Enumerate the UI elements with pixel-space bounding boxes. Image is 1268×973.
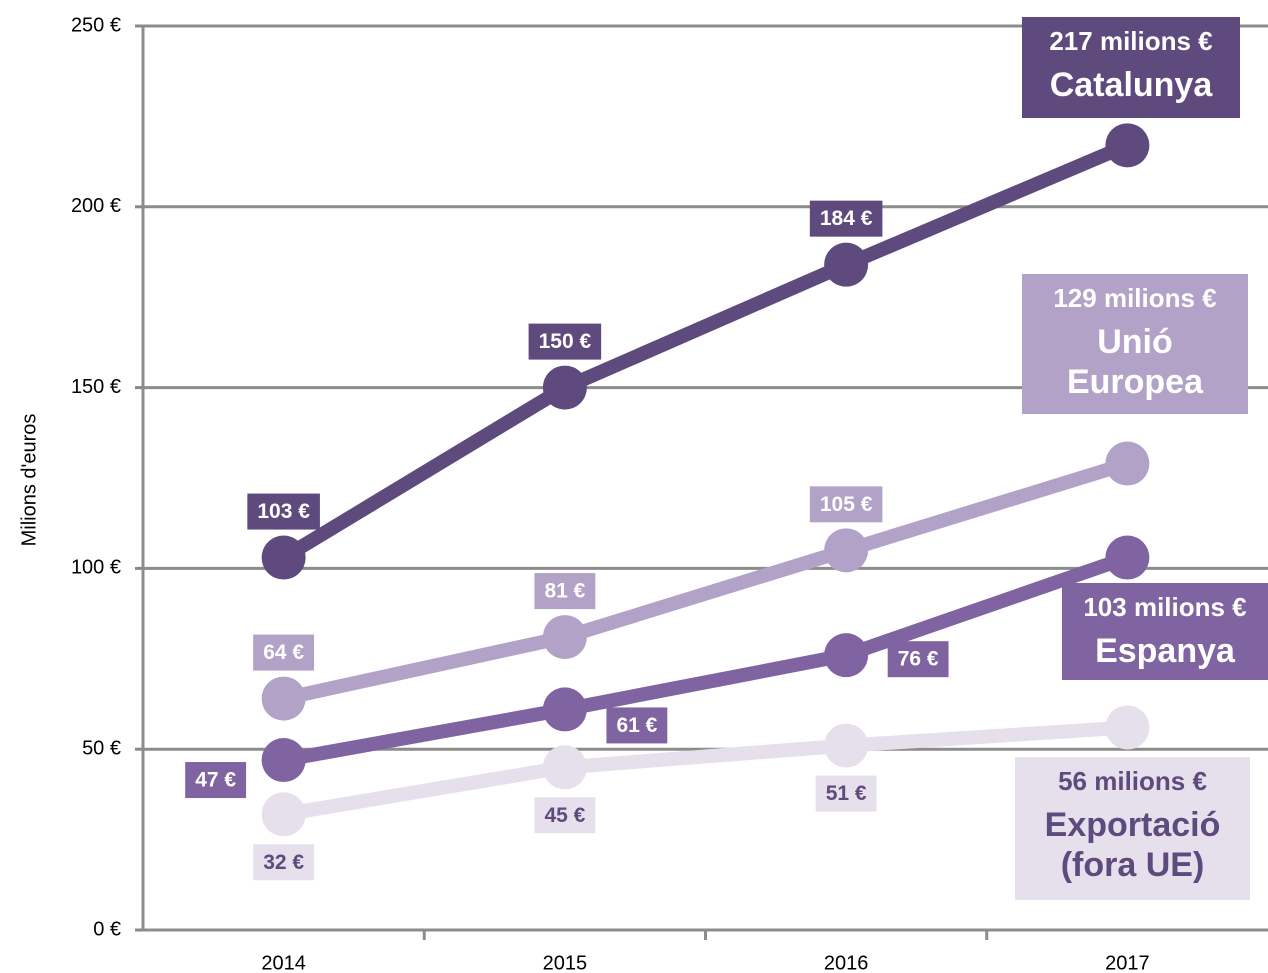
data-label: 103 € xyxy=(247,493,320,530)
data-label: 61 € xyxy=(606,707,668,744)
x-tick-label: 2015 xyxy=(543,952,588,973)
data-label-box xyxy=(528,323,602,360)
series-line xyxy=(282,720,1128,822)
end-value-label: 129 milions € xyxy=(1053,283,1216,313)
end-label-box xyxy=(1022,17,1240,118)
point xyxy=(1105,441,1150,486)
data-label-box xyxy=(815,775,877,812)
data-label: 150 € xyxy=(528,323,602,360)
data-label-box xyxy=(534,573,596,610)
data-label-text: 184 € xyxy=(820,207,873,230)
x-tick-label: 2016 xyxy=(824,952,869,973)
point xyxy=(261,738,306,783)
data-label-text: 105 € xyxy=(820,493,873,516)
point xyxy=(542,615,587,660)
y-tick-label: 150 € xyxy=(71,376,121,398)
data-label-box xyxy=(253,844,315,881)
legend-label: Catalunya xyxy=(1050,66,1214,104)
data-label-box xyxy=(887,641,949,678)
data-label: 81 € xyxy=(534,573,596,610)
point xyxy=(824,528,869,573)
point xyxy=(261,792,306,837)
y-axis-title: Milions d'euros xyxy=(18,414,40,547)
data-label-box xyxy=(247,493,320,530)
point xyxy=(824,242,869,287)
data-label: 184 € xyxy=(809,200,883,237)
data-label-text: 64 € xyxy=(263,641,304,664)
legend-label: Espanya xyxy=(1095,632,1236,670)
legend-label: Unió Europea xyxy=(1067,323,1204,401)
end-label-box xyxy=(1015,757,1250,900)
point xyxy=(542,687,587,732)
point xyxy=(261,676,306,721)
x-tick-label: 2014 xyxy=(261,952,306,973)
data-label-text: 32 € xyxy=(263,851,304,874)
point xyxy=(261,535,306,580)
end-value-label: 56 milions € xyxy=(1058,766,1207,796)
data-label-text: 47 € xyxy=(195,769,236,792)
data-label-box xyxy=(809,200,883,237)
series-line xyxy=(280,138,1131,564)
point xyxy=(542,365,587,410)
end-value-label: 103 milions € xyxy=(1083,592,1246,622)
point xyxy=(1105,535,1150,580)
legend-label-line: Europea xyxy=(1067,363,1204,401)
data-label: 32 € xyxy=(253,844,315,881)
data-label: 45 € xyxy=(534,797,596,834)
data-label-box xyxy=(534,797,596,834)
data-label-text: 76 € xyxy=(898,648,939,671)
data-label-box xyxy=(253,634,315,671)
data-label-text: 45 € xyxy=(544,804,585,827)
data-label-box xyxy=(185,762,247,799)
data-label: 105 € xyxy=(809,486,883,523)
y-tick-label: 50 € xyxy=(82,737,121,759)
data-label-text: 81 € xyxy=(544,580,585,603)
point xyxy=(542,745,587,790)
y-tick-label: 200 € xyxy=(71,195,121,217)
legend-label-line: (fora UE) xyxy=(1061,846,1205,884)
data-label-box xyxy=(606,707,668,744)
point xyxy=(1105,123,1150,168)
y-tick-label: 100 € xyxy=(71,557,121,579)
end-value-label: 217 milions € xyxy=(1049,26,1212,56)
data-label: 76 € xyxy=(887,641,949,678)
end-label-box xyxy=(1062,583,1268,680)
series-line xyxy=(282,550,1130,767)
legend-label: Exportació (fora UE) xyxy=(1045,806,1221,884)
data-label: 64 € xyxy=(253,634,315,671)
data-label: 47 € xyxy=(185,762,247,799)
data-label-box xyxy=(809,486,883,523)
y-tick-label: 0 € xyxy=(93,918,121,940)
legend-label-line: Exportació xyxy=(1045,806,1221,844)
point xyxy=(1105,705,1150,750)
x-tick-label: 2017 xyxy=(1105,952,1150,973)
end-label-box xyxy=(1022,274,1248,414)
data-label: 51 € xyxy=(815,775,877,812)
point xyxy=(824,633,869,678)
y-tick-label: 250 € xyxy=(71,14,121,36)
point xyxy=(824,723,869,768)
data-label-text: 61 € xyxy=(616,714,657,737)
data-label-text: 103 € xyxy=(257,500,310,523)
data-label-text: 51 € xyxy=(826,782,867,805)
series-line xyxy=(282,456,1130,706)
legend-label-line: Unió xyxy=(1097,323,1173,361)
data-label-text: 150 € xyxy=(539,330,592,353)
